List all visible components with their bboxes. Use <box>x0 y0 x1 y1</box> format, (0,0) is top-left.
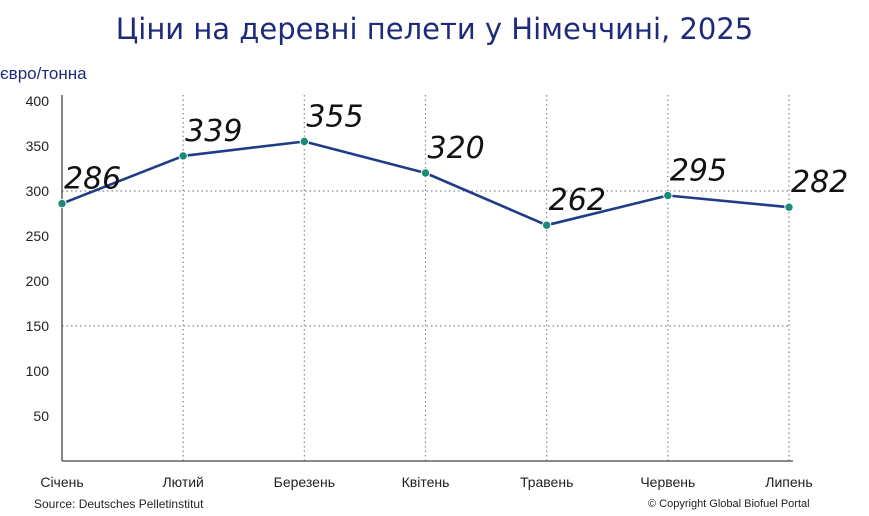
x-tick-label: Липень <box>765 474 812 490</box>
data-label: 282 <box>791 165 848 200</box>
data-point <box>784 202 794 212</box>
data-point <box>299 136 310 147</box>
y-tick-label: 300 <box>26 183 50 199</box>
copyright-note: © Copyright Global Biofuel Portal <box>648 498 810 510</box>
y-tick-label: 350 <box>26 138 50 154</box>
y-tick-label: 150 <box>26 318 50 334</box>
data-label: 320 <box>428 131 485 166</box>
x-tick-label: Січень <box>40 474 83 490</box>
data-point <box>541 220 552 230</box>
data-point <box>420 168 431 178</box>
chart-title: Ціни на деревні пелети у Німеччині, 2025 <box>115 12 754 46</box>
x-tick-label: Лютий <box>162 474 203 490</box>
data-point <box>178 151 188 161</box>
data-label: 262 <box>549 183 606 218</box>
data-point <box>57 198 67 209</box>
y-tick-label: 250 <box>26 228 50 244</box>
y-tick-label: 50 <box>33 408 49 424</box>
x-tick-label: Квітень <box>402 474 450 490</box>
y-tick-labels: 50 100 150 200 250 300 350 400 <box>26 93 50 424</box>
y-tick-label: 100 <box>26 363 50 379</box>
x-tick-labels: Січень Лютий Березень Квітень Травень Червень… <box>40 474 812 490</box>
y-tick-label: 400 <box>26 93 50 109</box>
x-tick-label: Червень <box>640 474 695 490</box>
source-note: Source: Deutsches Pelletinstitut <box>34 497 204 511</box>
data-labels: 286 339 355 320 262 295 282 <box>64 100 848 219</box>
axes <box>61 95 793 462</box>
data-label: 286 <box>64 162 121 197</box>
data-points <box>57 136 794 230</box>
data-label: 355 <box>306 100 363 135</box>
data-label: 295 <box>670 154 727 189</box>
grid-lines <box>62 95 790 461</box>
y-tick-label: 200 <box>26 273 50 289</box>
x-tick-label: Березень <box>274 474 335 490</box>
data-label: 339 <box>185 114 242 149</box>
data-point <box>663 190 673 201</box>
y-axis-label: євро/тонна <box>0 64 87 83</box>
x-tick-label: Травень <box>520 474 573 490</box>
